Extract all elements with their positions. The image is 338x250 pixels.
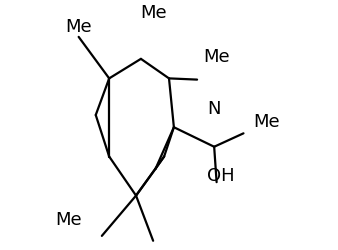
Text: Me: Me bbox=[55, 210, 82, 228]
Text: OH: OH bbox=[207, 166, 235, 184]
Text: N: N bbox=[208, 99, 221, 117]
Text: Me: Me bbox=[253, 113, 280, 130]
Text: Me: Me bbox=[140, 4, 166, 22]
Text: Me: Me bbox=[203, 48, 230, 66]
Text: Me: Me bbox=[66, 18, 92, 36]
